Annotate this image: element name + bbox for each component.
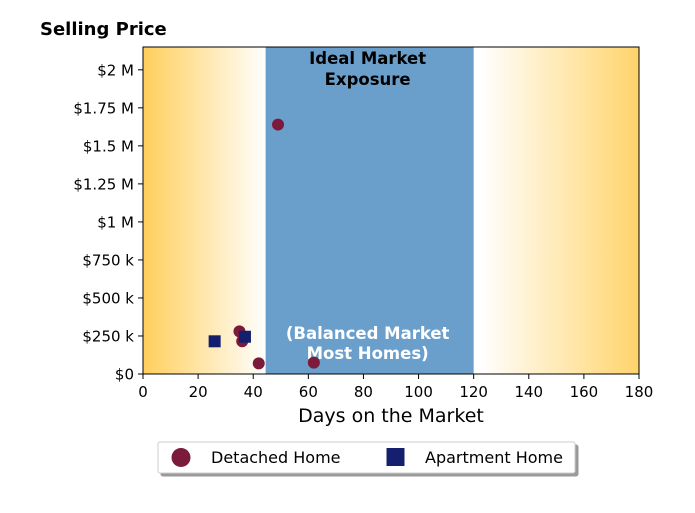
point-detached-home-0 [272, 118, 285, 131]
x-tick-label: 160 [570, 383, 599, 401]
point-detached-home-3 [252, 357, 265, 370]
y-tick-label: $500 k [82, 289, 134, 307]
band-label-bottom-line-1: (Balanced Market [286, 324, 450, 343]
legend-detached-home-marker [171, 448, 191, 467]
legend: Detached Home Apartment Home [157, 441, 576, 474]
legend-apartment-home-label: Apartment Home [425, 448, 563, 467]
x-tick-label: 100 [404, 383, 433, 401]
band-label-top-line-1: Ideal Market [309, 49, 426, 68]
band-labels: Ideal Market Exposure (Balanced Market M… [286, 49, 450, 363]
y-tick-label: $1.75 M [73, 99, 134, 117]
x-tick-label: 0 [138, 383, 148, 401]
ideal-exposure-band [265, 47, 474, 374]
legend-detached-home-label: Detached Home [211, 448, 341, 467]
band-label-bottom-line-2: Most Homes) [307, 344, 429, 363]
point-apartment-home-0 [208, 335, 221, 348]
x-axis-title: Days on the Market [298, 405, 484, 427]
y-tick-label: $750 k [82, 251, 134, 269]
axes [142, 46, 640, 375]
chart-title: Selling Price [40, 19, 167, 40]
x-tick-label: 20 [189, 383, 208, 401]
y-tick-label: $1.5 M [83, 137, 134, 155]
band-label-top-line-2: Exposure [325, 70, 411, 89]
y-tick-label: $1 M [97, 213, 134, 231]
y-tick-label: $0 [115, 366, 134, 384]
data-points [208, 118, 320, 370]
band-rect [265, 47, 474, 374]
x-tick-label: 180 [625, 383, 654, 401]
y-tick-label: $2 M [97, 61, 134, 79]
point-apartment-home-1 [238, 330, 251, 343]
y-axis-ticks: $0 $250 k $500 k $750 k $1 M $1.25 M $1.5 M $1.… [73, 61, 143, 384]
point-detached-home-4 [307, 356, 320, 369]
legend-box [157, 441, 576, 474]
x-tick-label: 60 [299, 383, 318, 401]
x-tick-label: 80 [354, 383, 373, 401]
legend-apartment-home-marker [386, 448, 405, 466]
y-tick-label: $1.25 M [73, 175, 134, 193]
x-axis-ticks: 0 20 40 60 80 100 120 140 160 180 [138, 374, 653, 401]
x-tick-label: 140 [514, 383, 543, 401]
plot-frame [142, 46, 640, 375]
x-tick-label: 120 [459, 383, 488, 401]
y-tick-label: $250 k [82, 327, 134, 345]
x-tick-label: 40 [244, 383, 263, 401]
